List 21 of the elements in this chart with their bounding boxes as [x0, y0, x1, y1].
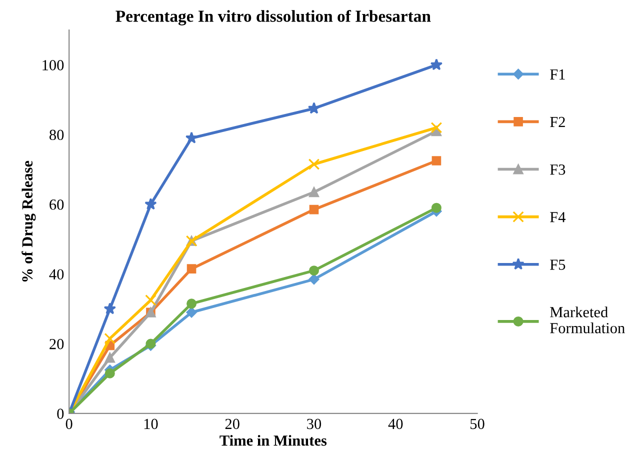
y-tick-label: 80	[50, 130, 64, 140]
legend-label: F3	[550, 164, 566, 175]
legend-label: F2	[550, 116, 565, 128]
chart-title: Percentage In vitro dissolution of Irbesartan	[116, 10, 431, 26]
legend-label: F4	[550, 212, 566, 222]
legend-label: F5	[550, 260, 566, 270]
y-tick-label: 40	[49, 269, 64, 280]
legend-label: Marketed Formulation	[550, 306, 625, 334]
x-axis-title: Time in Minutes	[220, 434, 327, 446]
y-tick-label: 100	[42, 60, 64, 70]
legend-label: F1	[550, 69, 565, 80]
x-tick-label: 50	[470, 418, 484, 430]
y-tick-label: 60	[50, 199, 64, 210]
x-tick-label: 30	[307, 418, 322, 430]
y-axis-title: % of Drug Release	[22, 160, 36, 282]
x-tick-label: 40	[388, 418, 403, 430]
x-tick-label: 10	[144, 418, 158, 430]
y-tick-label: 20	[50, 338, 64, 350]
y-tick-label: 0	[57, 408, 64, 419]
x-tick-label: 0	[66, 418, 72, 430]
x-tick-label: 20	[225, 418, 240, 430]
